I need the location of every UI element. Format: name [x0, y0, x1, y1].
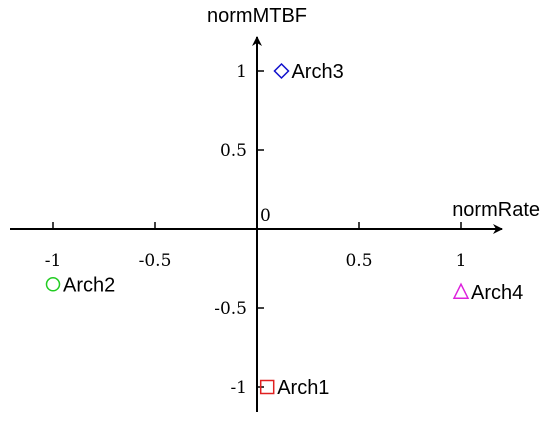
square-marker — [259, 379, 275, 395]
point-arch4: Arch4 — [452, 282, 523, 304]
point-label: Arch2 — [63, 274, 115, 296]
axes — [10, 36, 503, 412]
y-tick-label: 1 — [236, 62, 247, 82]
point-label: Arch1 — [277, 377, 329, 399]
y-tick-label: 0.5 — [220, 141, 247, 161]
origin-label: 0 — [260, 206, 271, 226]
ticks: -1 -0.5 0.5 1 1 0.5 -0.5 -1 — [45, 62, 467, 398]
x-tick-label: -0.5 — [139, 251, 172, 271]
circle-marker — [45, 277, 61, 292]
x-tick-label: -1 — [45, 251, 62, 271]
point-arch1: Arch1 — [259, 377, 329, 399]
point-label: Arch4 — [471, 282, 523, 304]
y-axis-title: normMTBF — [207, 5, 307, 27]
x-axis-title: normRate — [452, 199, 540, 221]
triangle-marker — [452, 282, 470, 299]
point-arch3: Arch3 — [273, 61, 344, 83]
point-label: Arch3 — [291, 61, 343, 83]
x-tick-label: 0.5 — [345, 251, 372, 271]
diamond-marker — [273, 62, 290, 80]
x-tick-label: 1 — [456, 251, 467, 271]
y-tick-label: -0.5 — [214, 299, 247, 319]
point-arch2: Arch2 — [45, 274, 115, 296]
y-tick-label: -1 — [230, 378, 247, 398]
data-points: Arch1 Arch2 Arch3 Arch4 — [45, 61, 523, 399]
